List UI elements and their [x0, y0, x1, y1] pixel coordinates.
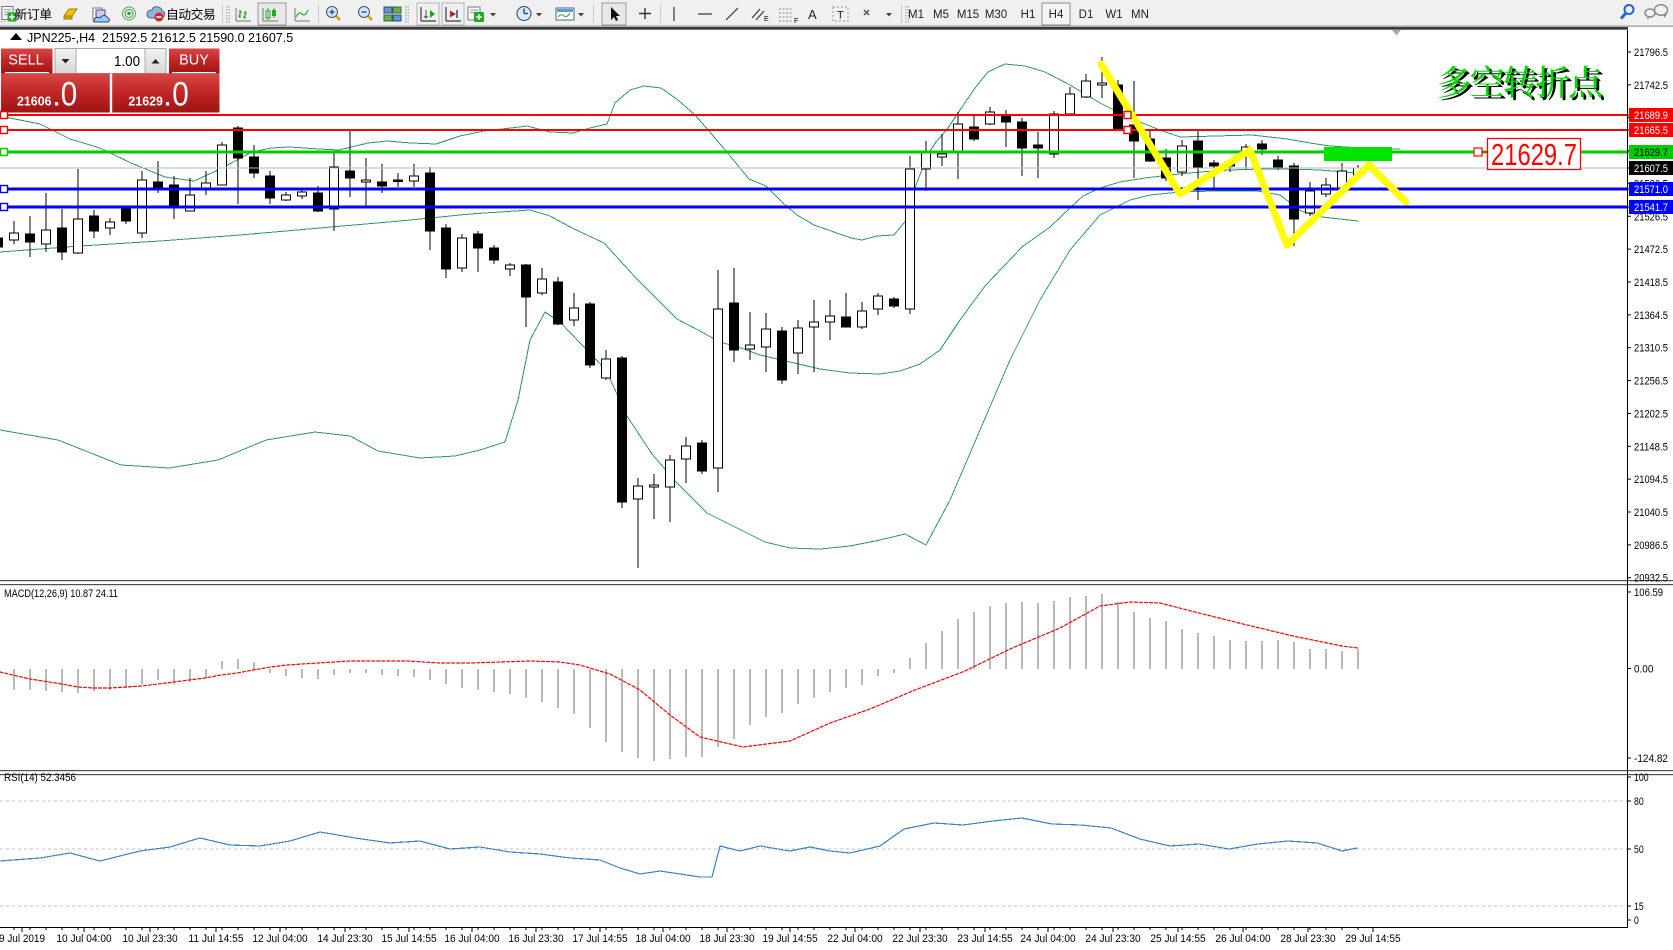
- svg-text:15 Jul 14:55: 15 Jul 14:55: [381, 933, 436, 945]
- svg-text:9 Jul 2019: 9 Jul 2019: [0, 933, 45, 945]
- svg-text:21364.5: 21364.5: [1634, 310, 1668, 322]
- svg-text:.: .: [165, 85, 171, 110]
- svg-text:M5: M5: [933, 9, 949, 21]
- svg-text:29 Jul 14:55: 29 Jul 14:55: [1345, 933, 1400, 945]
- svg-text:21607.5: 21607.5: [1634, 163, 1668, 175]
- svg-text:M30: M30: [985, 9, 1007, 21]
- svg-text:16 Jul 04:00: 16 Jul 04:00: [444, 933, 499, 945]
- svg-text:21606: 21606: [17, 93, 52, 108]
- svg-text:JPN225-,H4 21592.5 21612.5 21: JPN225-,H4 21592.5 21612.5 21590.0 21607…: [27, 31, 293, 45]
- svg-text:80: 80: [1634, 796, 1644, 808]
- svg-text:-124.82: -124.82: [1634, 753, 1668, 765]
- svg-text:10 Jul 04:00: 10 Jul 04:00: [56, 933, 111, 945]
- svg-text:106.59: 106.59: [1634, 587, 1663, 599]
- svg-text:21040.5: 21040.5: [1634, 507, 1668, 519]
- svg-text:50: 50: [1634, 844, 1644, 856]
- svg-text:RSI(14) 52.3456: RSI(14) 52.3456: [4, 772, 76, 784]
- svg-text:26 Jul 04:00: 26 Jul 04:00: [1215, 933, 1270, 945]
- svg-text:F: F: [794, 18, 798, 25]
- svg-text:A: A: [808, 7, 817, 22]
- svg-text:21256.5: 21256.5: [1634, 376, 1668, 388]
- svg-text:21202.5: 21202.5: [1634, 408, 1668, 420]
- svg-text:22 Jul 23:30: 22 Jul 23:30: [892, 933, 947, 945]
- svg-text:H1: H1: [1021, 9, 1036, 21]
- svg-text:1.00: 1.00: [114, 53, 140, 70]
- svg-text:20932.5: 20932.5: [1634, 573, 1668, 585]
- svg-text:BUY: BUY: [179, 53, 209, 69]
- svg-text:16 Jul 23:30: 16 Jul 23:30: [508, 933, 563, 945]
- svg-text:M1: M1: [908, 9, 924, 21]
- svg-text:T: T: [837, 10, 844, 22]
- svg-text:24 Jul 23:30: 24 Jul 23:30: [1085, 933, 1140, 945]
- svg-text:10 Jul 23:30: 10 Jul 23:30: [122, 933, 177, 945]
- svg-text:21148.5: 21148.5: [1634, 441, 1668, 453]
- svg-text:21571.0: 21571.0: [1634, 184, 1668, 196]
- svg-text:15: 15: [1634, 901, 1644, 913]
- svg-text:W1: W1: [1105, 9, 1122, 21]
- svg-text:21796.5: 21796.5: [1634, 47, 1668, 59]
- svg-text:21629.7: 21629.7: [1491, 137, 1577, 172]
- svg-text:21629: 21629: [128, 93, 163, 108]
- svg-text:11 Jul 14:55: 11 Jul 14:55: [188, 933, 243, 945]
- svg-text:14 Jul 23:30: 14 Jul 23:30: [317, 933, 372, 945]
- svg-text:MN: MN: [1131, 9, 1149, 21]
- svg-text:0.00: 0.00: [1634, 664, 1653, 676]
- svg-text:0: 0: [61, 75, 77, 113]
- svg-text:21665.5: 21665.5: [1634, 125, 1668, 137]
- svg-text:0: 0: [1634, 915, 1639, 927]
- svg-text:19 Jul 14:55: 19 Jul 14:55: [762, 933, 817, 945]
- svg-text:.: .: [54, 85, 60, 110]
- svg-text:21310.5: 21310.5: [1634, 343, 1668, 355]
- svg-text:18 Jul 04:00: 18 Jul 04:00: [635, 933, 690, 945]
- svg-text:21094.5: 21094.5: [1634, 474, 1668, 486]
- svg-text:21689.9: 21689.9: [1634, 110, 1668, 122]
- svg-text:21472.5: 21472.5: [1634, 244, 1668, 256]
- svg-text:D1: D1: [1079, 9, 1094, 21]
- svg-text:28 Jul 23:30: 28 Jul 23:30: [1280, 933, 1335, 945]
- svg-text:SELL: SELL: [8, 53, 43, 69]
- svg-text:M15: M15: [957, 9, 979, 21]
- svg-text:22 Jul 04:00: 22 Jul 04:00: [827, 933, 882, 945]
- svg-text:100: 100: [1634, 772, 1649, 784]
- svg-text:21418.5: 21418.5: [1634, 277, 1668, 289]
- svg-text:12 Jul 04:00: 12 Jul 04:00: [252, 933, 307, 945]
- svg-text:21742.5: 21742.5: [1634, 80, 1668, 92]
- svg-text:24 Jul 04:00: 24 Jul 04:00: [1020, 933, 1075, 945]
- svg-text:21629.7: 21629.7: [1634, 147, 1668, 159]
- svg-text:18 Jul 23:30: 18 Jul 23:30: [699, 933, 754, 945]
- svg-text:21526.5: 21526.5: [1634, 211, 1668, 223]
- svg-text:E: E: [764, 16, 769, 23]
- svg-text:H4: H4: [1049, 9, 1064, 21]
- svg-text:0: 0: [172, 75, 189, 113]
- svg-text:25 Jul 14:55: 25 Jul 14:55: [1150, 933, 1205, 945]
- svg-text:17 Jul 14:55: 17 Jul 14:55: [572, 933, 627, 945]
- svg-text:21541.7: 21541.7: [1634, 202, 1668, 214]
- svg-text:20986.5: 20986.5: [1634, 540, 1668, 552]
- svg-text:MACD(12,26,9) 10.87 24.11: MACD(12,26,9) 10.87 24.11: [4, 588, 118, 600]
- svg-text:23 Jul 14:55: 23 Jul 14:55: [957, 933, 1012, 945]
